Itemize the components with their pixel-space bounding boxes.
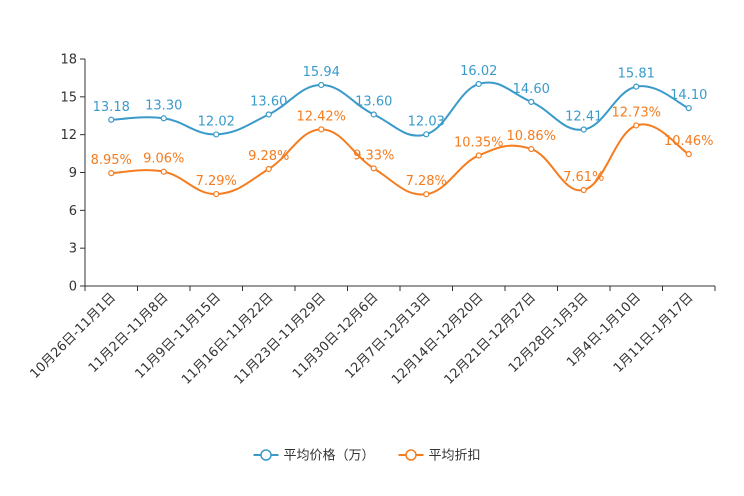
x-tick-label: 11月16日-11月22日: [179, 290, 276, 387]
data-point[interactable]: [528, 98, 535, 105]
y-tick-label: 15: [60, 90, 77, 105]
data-point[interactable]: [685, 150, 692, 158]
data-label: 13.60: [250, 94, 287, 109]
data-label: 7.61%: [563, 170, 604, 185]
chart-data-labels: 13.18 13.30 12.02 13.60 15.94 13.60 12.03 16.02…: [91, 64, 714, 189]
data-point[interactable]: [108, 116, 115, 123]
data-point[interactable]: [318, 126, 325, 133]
x-tick-label: 11月23日-11月29日: [232, 290, 329, 387]
legend-label: 平均折扣: [429, 449, 481, 464]
data-point[interactable]: [160, 115, 167, 122]
legend-label: 平均价格（万）: [284, 448, 375, 464]
data-label: 13.30: [145, 98, 182, 113]
data-label: 9.28%: [248, 149, 289, 164]
data-point[interactable]: [108, 170, 115, 177]
x-tick-label: 12月21日-12月27日: [442, 290, 539, 387]
data-label: 9.06%: [143, 152, 184, 167]
legend-marker: [260, 449, 272, 461]
data-label: 13.60: [355, 94, 392, 109]
y-tick-label: 18: [60, 53, 77, 68]
y-tick-label: 0: [69, 280, 77, 295]
data-label: 10.46%: [664, 134, 714, 149]
data-point[interactable]: [580, 126, 587, 133]
legend-item-0[interactable]: 平均价格（万）: [253, 448, 375, 464]
data-label: 16.02: [460, 64, 497, 79]
data-label: 14.60: [513, 82, 550, 97]
data-point[interactable]: [318, 81, 325, 89]
data-label: 13.18: [93, 100, 130, 115]
data-point[interactable]: [475, 80, 482, 88]
data-label: 12.42%: [296, 109, 346, 124]
data-label: 10.35%: [454, 135, 504, 150]
data-point[interactable]: [213, 131, 220, 138]
data-label: 14.10: [670, 88, 707, 103]
data-point[interactable]: [633, 122, 640, 129]
data-label: 12.41: [565, 109, 602, 124]
y-tick-label: 9: [69, 166, 77, 181]
data-label: 7.28%: [406, 174, 447, 189]
data-point[interactable]: [370, 111, 377, 118]
data-point[interactable]: [685, 105, 692, 112]
legend-marker: [405, 449, 417, 461]
data-label: 12.02: [198, 114, 235, 129]
x-tick-label: 10月26日-11月1日: [27, 290, 119, 382]
data-point[interactable]: [475, 152, 482, 159]
data-label: 9.33%: [353, 148, 394, 163]
legend-item-1[interactable]: 平均折扣: [398, 449, 481, 464]
data-point[interactable]: [633, 83, 640, 90]
data-label: 12.03: [408, 114, 445, 129]
data-label: 15.81: [618, 67, 655, 82]
data-label: 15.94: [303, 65, 340, 80]
data-point[interactable]: [423, 191, 430, 198]
data-point[interactable]: [160, 168, 167, 175]
chart-legend[interactable]: 平均价格（万） 平均折扣: [253, 448, 481, 464]
data-label: 10.86%: [506, 129, 556, 144]
data-point[interactable]: [265, 165, 272, 173]
data-point[interactable]: [213, 190, 220, 198]
x-tick-label: 12月14日-12月20日: [389, 290, 486, 387]
y-tick-label: 12: [60, 128, 77, 143]
data-label: 8.95%: [91, 153, 132, 168]
data-point[interactable]: [370, 165, 377, 172]
data-label: 7.29%: [196, 174, 237, 189]
data-point[interactable]: [528, 145, 535, 153]
y-tick-label: 3: [69, 242, 77, 257]
chart-series: [108, 80, 692, 198]
data-point[interactable]: [423, 131, 430, 138]
y-tick-label: 6: [69, 204, 77, 219]
data-point[interactable]: [580, 186, 587, 194]
data-point[interactable]: [265, 111, 272, 118]
data-label: 12.73%: [611, 105, 661, 120]
